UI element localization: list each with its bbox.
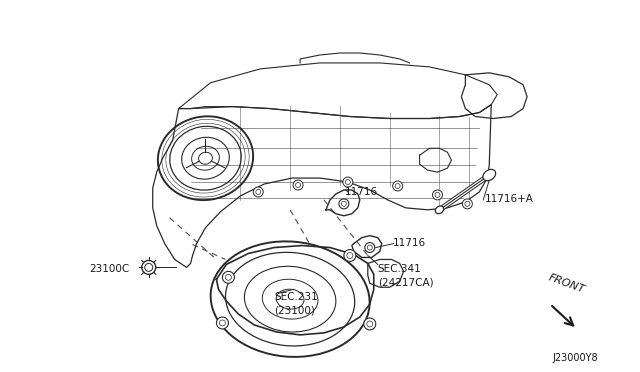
Circle shape (433, 190, 442, 200)
Circle shape (216, 317, 228, 329)
Circle shape (343, 177, 353, 187)
Circle shape (344, 250, 356, 262)
Circle shape (142, 260, 156, 274)
Text: 23100C: 23100C (89, 264, 129, 275)
Circle shape (339, 199, 349, 209)
Text: FRONT: FRONT (547, 273, 586, 295)
Circle shape (293, 180, 303, 190)
Circle shape (223, 271, 234, 283)
Text: 11716+A: 11716+A (485, 194, 534, 204)
Circle shape (462, 199, 472, 209)
Circle shape (365, 243, 375, 253)
Circle shape (253, 187, 263, 197)
Text: 11716: 11716 (345, 187, 378, 197)
Circle shape (393, 181, 403, 191)
Text: SEC.341: SEC.341 (378, 264, 422, 275)
Ellipse shape (435, 206, 444, 214)
Circle shape (364, 318, 376, 330)
Text: (24217CA): (24217CA) (378, 277, 433, 287)
Text: SEC.231: SEC.231 (274, 292, 318, 302)
Text: J23000Y8: J23000Y8 (552, 353, 598, 363)
Text: (23100): (23100) (274, 305, 315, 315)
Text: 11716: 11716 (393, 238, 426, 248)
Ellipse shape (483, 169, 495, 181)
